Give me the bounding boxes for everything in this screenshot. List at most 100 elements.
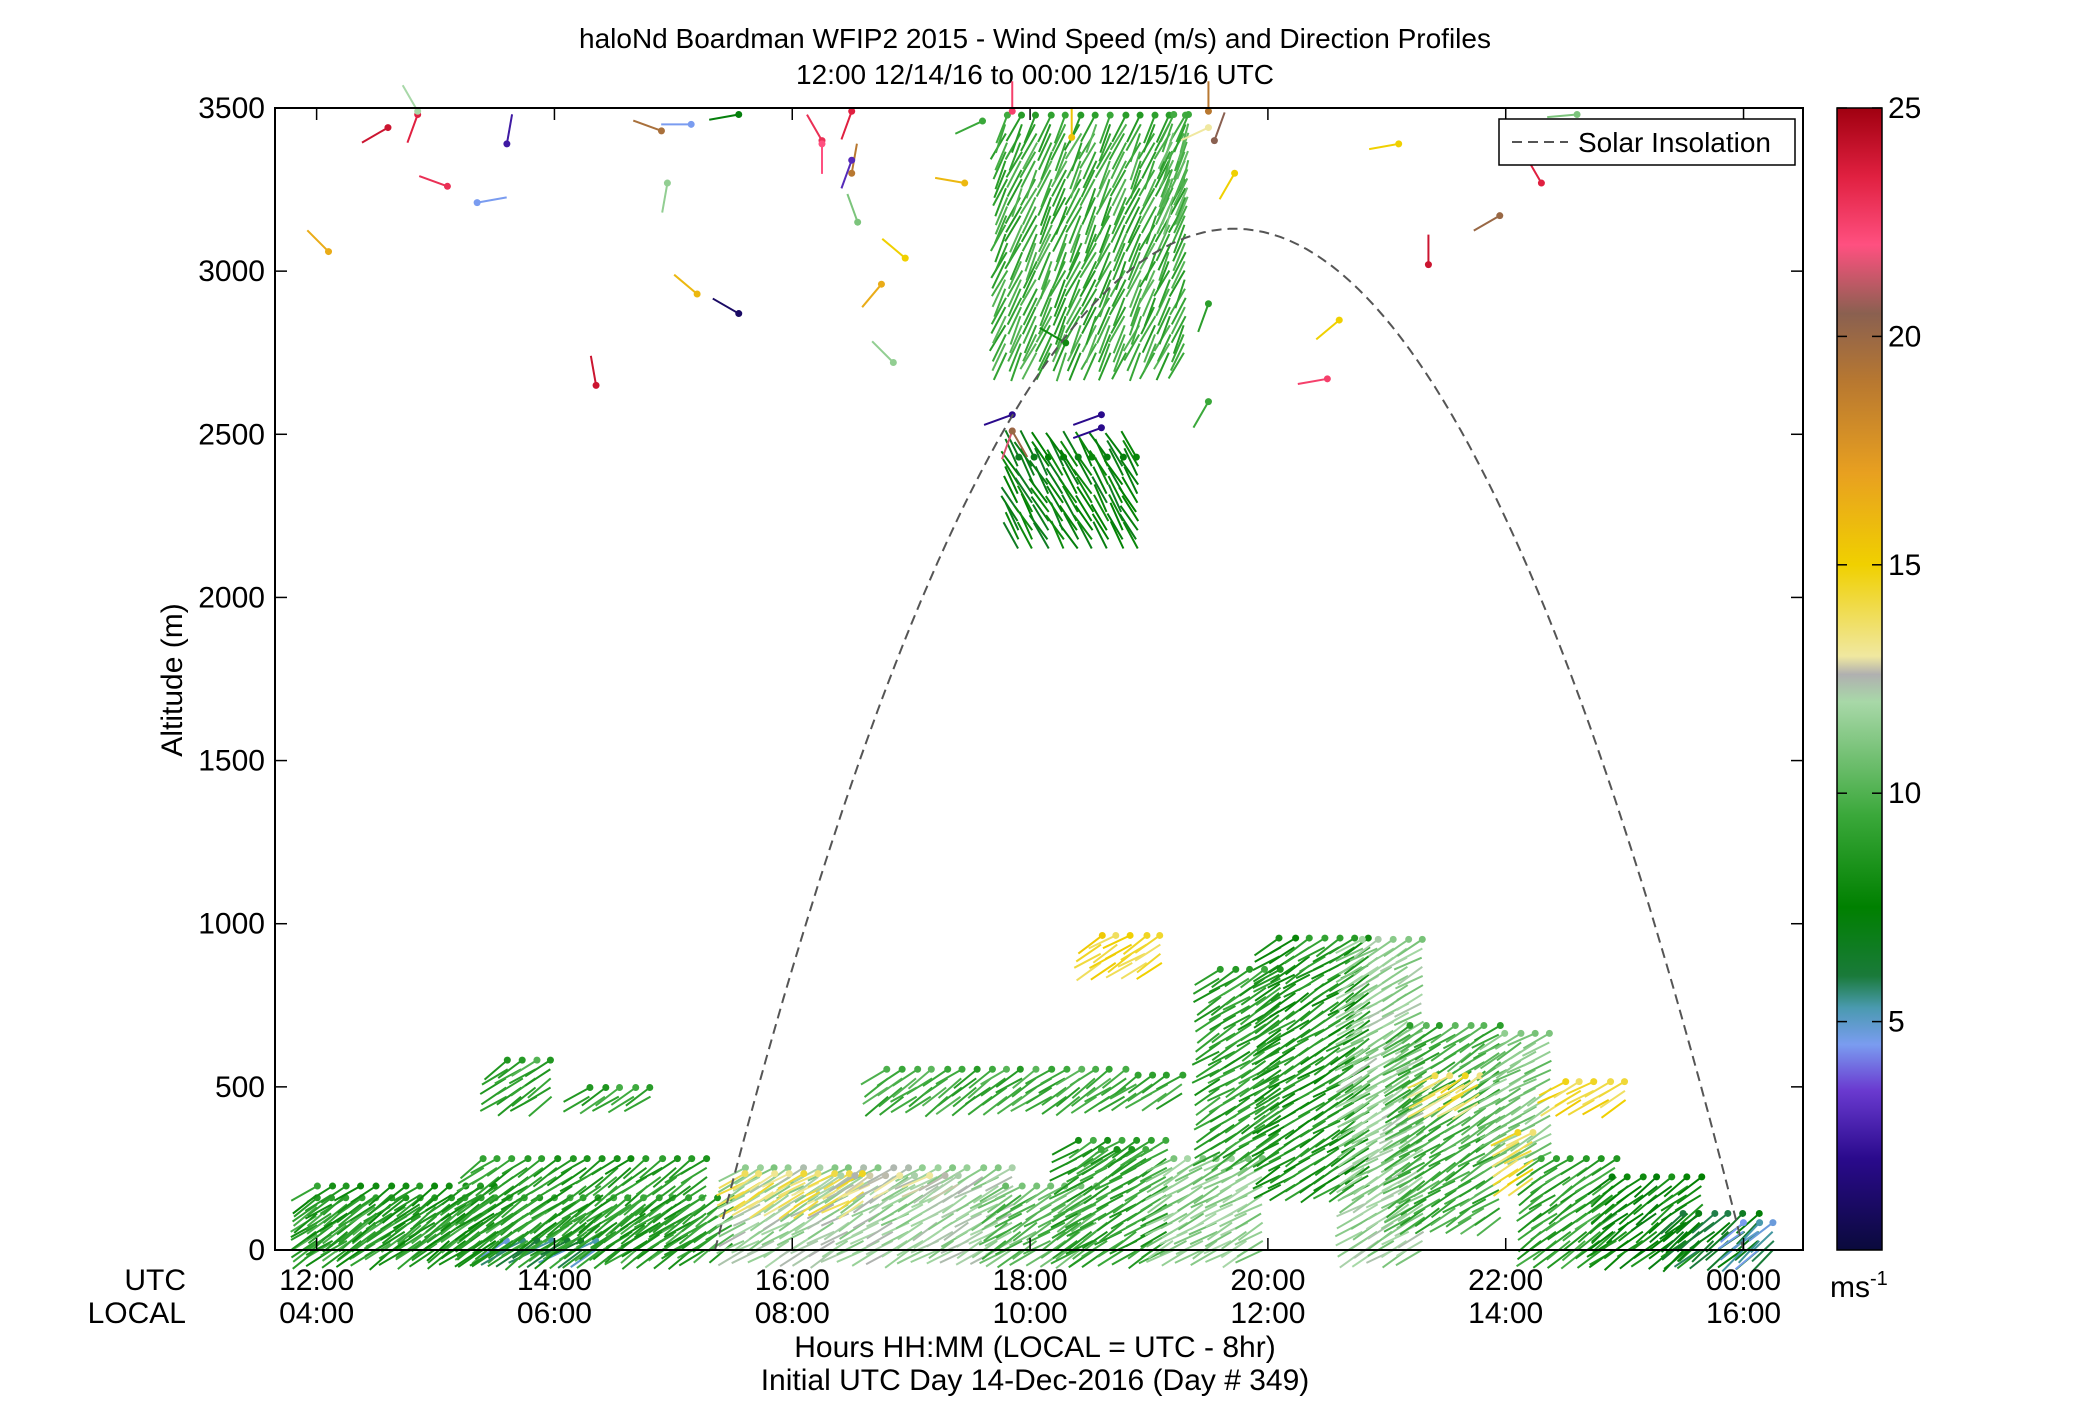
wind-barb-staff: [1284, 992, 1310, 1013]
wind-barb-staff: [855, 1183, 885, 1199]
wind-barb: [1328, 955, 1356, 972]
wind-barb: [979, 1182, 1010, 1203]
wind-barb: [1367, 947, 1395, 965]
wind-barb: [1079, 1212, 1107, 1230]
wind-barb: [333, 1182, 365, 1202]
wind-barb-staff: [378, 1249, 406, 1266]
wind-barb: [561, 1185, 587, 1206]
wind-barb-base: [1607, 1078, 1615, 1086]
wind-barb: [605, 1203, 632, 1222]
wind-barb: [349, 1206, 376, 1225]
wind-barb-base: [546, 1056, 554, 1064]
wind-barb: [530, 1176, 557, 1194]
wind-barb-staff: [1299, 1092, 1327, 1110]
wind-barb-staff: [995, 1203, 1023, 1221]
wind-barb: [1066, 1221, 1095, 1238]
wind-barb-staff: [381, 1185, 407, 1206]
wind-barb-staff: [560, 1157, 588, 1175]
wind-barb-staff: [394, 1215, 422, 1234]
wind-barb-staff: [1210, 996, 1236, 1017]
wind-barb: [1094, 1176, 1123, 1191]
wind-barb: [888, 1183, 916, 1201]
wind-barb-staff: [1254, 1005, 1280, 1025]
wind-barb: [926, 1164, 957, 1185]
wind-barb: [1252, 973, 1280, 989]
wind-barb: [1344, 992, 1370, 1013]
wind-barb: [1253, 934, 1283, 957]
wind-barb: [746, 1239, 775, 1256]
wind-barb: [1211, 965, 1240, 989]
wind-barb-staff: [1267, 1156, 1296, 1172]
wind-barb: [930, 1183, 959, 1200]
wind-barb-staff: [777, 1172, 805, 1190]
wind-barb-staff: [732, 1221, 760, 1238]
wind-barb: [1335, 1230, 1363, 1247]
wind-barb: [1336, 1203, 1365, 1218]
wind-barb-staff: [1338, 1166, 1365, 1186]
wind-barb-staff: [1196, 1023, 1222, 1044]
wind-barb: [844, 1172, 874, 1194]
wind-barb: [1234, 1203, 1263, 1218]
wind-barb-staff: [1395, 1194, 1424, 1209]
wind-barb: [1339, 1194, 1365, 1214]
wind-barb-base: [602, 1084, 610, 1092]
wind-barb-base: [1590, 1078, 1598, 1086]
wind-barb-base: [1018, 1182, 1026, 1190]
wind-barb: [470, 1155, 501, 1174]
wind-barb: [1429, 1134, 1455, 1155]
wind-barb-staff: [1351, 1084, 1378, 1103]
wind-barb: [1380, 1185, 1409, 1201]
wind-barb-staff: [304, 1194, 332, 1212]
wind-barb-staff: [681, 1212, 707, 1233]
wind-barb-staff: [1382, 1011, 1410, 1028]
wind-barb-staff: [663, 1221, 691, 1238]
wind-barb-base: [1008, 1164, 1016, 1172]
wind-barb: [290, 1224, 318, 1241]
wind-barb: [1383, 935, 1413, 958]
wind-barb: [1195, 1123, 1222, 1144]
wind-barb-staff: [807, 1172, 836, 1188]
wind-barb: [821, 1200, 850, 1214]
wind-barb-base: [858, 1170, 866, 1178]
wind-barb-base: [1668, 1173, 1676, 1181]
wind-barb-staff: [1056, 1212, 1082, 1233]
wind-barb-staff: [985, 1176, 1013, 1192]
wind-barb-staff: [1365, 1084, 1393, 1101]
wind-barb: [1253, 1183, 1282, 1200]
wind-barb: [1328, 973, 1355, 993]
wind-barb: [320, 1239, 348, 1257]
wind-barb-staff: [1395, 1102, 1423, 1119]
wind-barb: [820, 1230, 849, 1246]
wind-barb-staff: [604, 1249, 632, 1266]
wind-barb-staff: [1038, 1203, 1067, 1221]
wind-barb: [1397, 1203, 1424, 1223]
wind-barb: [1220, 1166, 1248, 1184]
wind-barb: [1367, 1240, 1395, 1257]
wind-barb: [1268, 1101, 1295, 1120]
wind-barb: [1345, 1010, 1371, 1030]
wind-barb: [1254, 1083, 1280, 1103]
wind-barb: [652, 1212, 677, 1234]
wind-barb-staff: [1336, 1176, 1363, 1194]
wind-barb: [1335, 935, 1366, 955]
wind-barb-staff: [620, 1230, 648, 1248]
wind-barb: [1349, 947, 1378, 962]
wind-barb: [681, 1230, 707, 1250]
wind-barb: [1413, 1198, 1441, 1215]
wind-barb: [620, 1203, 647, 1224]
wind-barb-base: [703, 1155, 711, 1163]
wind-barb: [1327, 1010, 1355, 1028]
wind-barb-staff: [533, 1157, 559, 1178]
wind-barb-staff: [821, 1200, 850, 1214]
wind-barb: [881, 1203, 908, 1222]
wind-barb: [455, 1203, 480, 1225]
wind-barb-staff: [897, 1194, 924, 1213]
wind-barb: [1328, 1055, 1356, 1073]
wind-barb: [956, 1230, 984, 1248]
wind-barb: [678, 1249, 706, 1267]
wind-barb-staff: [1382, 1042, 1411, 1059]
wind-barb: [1240, 995, 1267, 1015]
wind-barb-base: [1147, 1136, 1155, 1144]
wind-barb: [1162, 1176, 1189, 1194]
wind-barb-staff: [1236, 1194, 1263, 1213]
